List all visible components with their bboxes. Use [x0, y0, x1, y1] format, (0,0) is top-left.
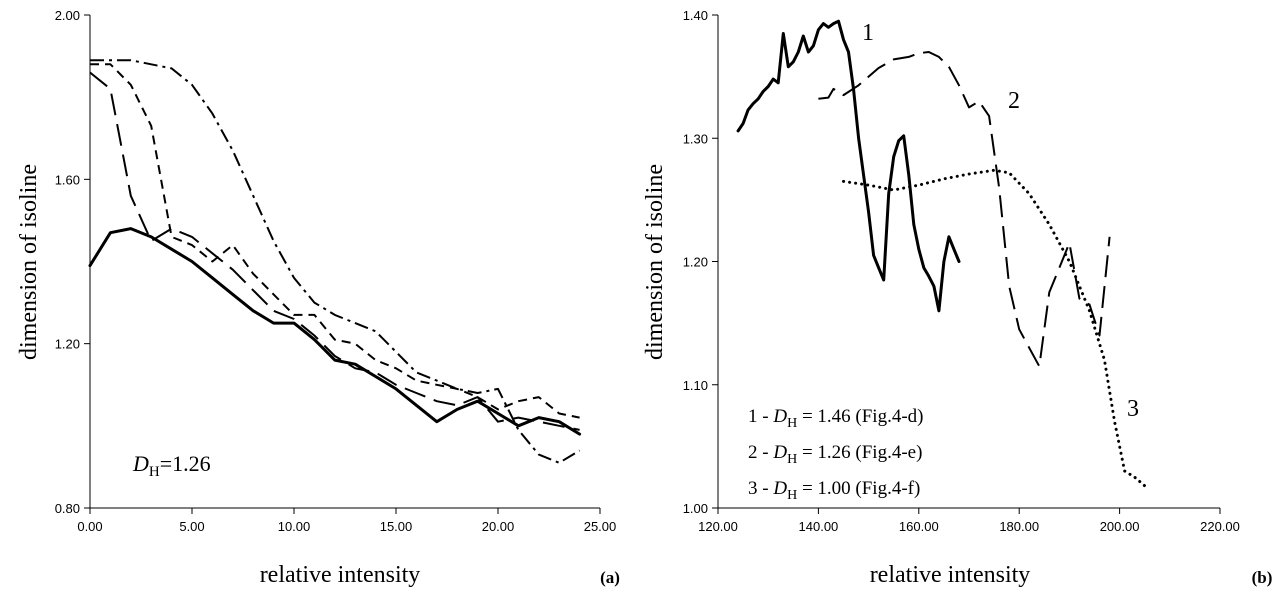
- chart-b-y-tick-label: 1.00: [683, 501, 708, 516]
- chart-b-legend-item-3: 3 - DH = 1.00 (Fig.4-f): [748, 478, 920, 503]
- chart-a-y-tick-label: 0.80: [55, 501, 80, 516]
- chart-a: 0.00 5.00 10.00 15.00 20.00 25.00 0.80 1.20 1.60…: [16, 8, 620, 588]
- chart-b-y-tick-label: 1.30: [683, 131, 708, 146]
- chart-a-axes: [89, 15, 600, 509]
- legend-1-prefix: 1 -: [748, 406, 773, 427]
- chart-a-annotation-subscript: H: [149, 464, 160, 480]
- chart-b-y-tick-label: 1.10: [683, 378, 708, 393]
- chart-b-legend: 1 - DH = 1.46 (Fig.4-d) 2 - DH = 1.26 (F…: [748, 406, 923, 503]
- chart-b-plot: [736, 19, 1147, 488]
- chart-a-annotation: DH=1.26: [132, 451, 211, 480]
- chart-a-annotation-symbol: D: [132, 451, 149, 476]
- legend-1-text: = 1.46 (Fig.4-d): [797, 406, 923, 427]
- chart-b-ticks: 120.00 140.00 160.00 180.00 200.00 220.00 1.00…: [683, 8, 1240, 534]
- chart-b-legend-item-1: 1 - DH = 1.46 (Fig.4-d): [748, 406, 923, 431]
- chart-b-x-tick-label: 220.00: [1200, 519, 1240, 534]
- chart-b-x-tick-label: 140.00: [799, 519, 839, 534]
- legend-3-text: = 1.00 (Fig.4-f): [797, 478, 920, 499]
- chart-a-series-3-line: [90, 63, 580, 419]
- chart-a-ticks: 0.00 5.00 10.00 15.00 20.00 25.00 0.80 1.20 1.60…: [55, 8, 617, 534]
- chart-b-series-1-line: [736, 19, 961, 313]
- chart-a-panel-label: (a): [600, 568, 620, 587]
- chart-a-series-1-line: [88, 227, 582, 436]
- chart-b-curve-label-2: 2: [1008, 88, 1020, 114]
- legend-3-prefix: 3 -: [748, 478, 773, 499]
- legend-2-symbol: D: [772, 442, 787, 463]
- chart-b-x-axis-label: relative intensity: [870, 562, 1031, 588]
- chart-a-series-2-line: [89, 71, 580, 431]
- chart-b-y-tick-label: 1.40: [683, 8, 708, 23]
- chart-a-x-tick-label: 0.00: [77, 519, 102, 534]
- chart-b-x-tick-label: 180.00: [999, 519, 1039, 534]
- chart-a-annotation-value: =1.26: [160, 451, 211, 476]
- chart-a-x-axis-label: relative intensity: [260, 562, 421, 588]
- legend-2-subscript: H: [787, 452, 797, 467]
- chart-a-y-axis-label: dimension of isoline: [16, 164, 42, 360]
- chart-a-y-tick-label: 1.60: [55, 172, 80, 187]
- chart-b: 120.00 140.00 160.00 180.00 200.00 220.00 1.00…: [642, 8, 1272, 588]
- chart-a-y-tick-label: 1.20: [55, 337, 80, 352]
- legend-1-symbol: D: [772, 406, 787, 427]
- chart-a-y-tick-label: 2.00: [55, 8, 80, 23]
- chart-b-x-tick-label: 120.00: [698, 519, 738, 534]
- chart-a-x-tick-label: 15.00: [380, 519, 413, 534]
- chart-a-plot: [88, 59, 582, 464]
- chart-b-curve-label-3: 3: [1127, 396, 1139, 422]
- legend-1-subscript: H: [787, 416, 797, 431]
- legend-2-prefix: 2 -: [748, 442, 773, 463]
- chart-b-x-tick-label: 200.00: [1100, 519, 1140, 534]
- chart-b-y-axis-label: dimension of isoline: [642, 164, 668, 360]
- chart-b-x-tick-label: 160.00: [899, 519, 939, 534]
- chart-b-series-3-line: [842, 168, 1147, 488]
- chart-b-series-2-line: [818, 51, 1111, 368]
- legend-3-symbol: D: [772, 478, 787, 499]
- chart-b-curve-label-1: 1: [862, 20, 874, 46]
- chart-a-x-tick-label: 20.00: [482, 519, 515, 534]
- legend-2-text: = 1.26 (Fig.4-e): [797, 442, 922, 463]
- chart-b-axes: [717, 15, 1220, 509]
- chart-a-x-tick-label: 10.00: [278, 519, 311, 534]
- chart-b-legend-item-2: 2 - DH = 1.26 (Fig.4-e): [748, 442, 922, 467]
- chart-a-x-tick-label: 5.00: [179, 519, 204, 534]
- legend-3-subscript: H: [787, 488, 797, 503]
- chart-a-series-4-line: [90, 59, 581, 464]
- chart-a-x-tick-label: 25.00: [584, 519, 617, 534]
- chart-b-y-tick-label: 1.20: [683, 255, 708, 270]
- chart-b-panel-label: (b): [1252, 568, 1273, 587]
